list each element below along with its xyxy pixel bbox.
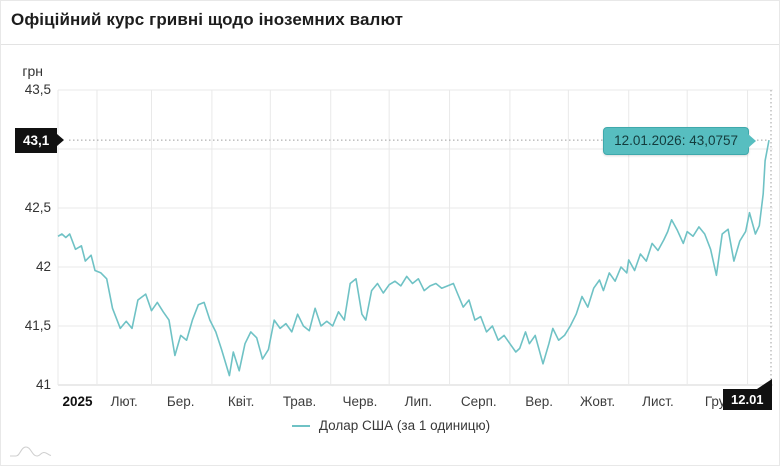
legend-label: Долар США (за 1 одиницю) — [318, 418, 491, 433]
usd-rate-line — [57, 139, 770, 377]
y-tick-label: 42,5 — [24, 199, 51, 215]
x-tick-label: Лист. — [642, 394, 674, 409]
cursor-date-badge-text: 12.01 — [731, 392, 764, 407]
legend-item-usd[interactable]: Долар США (за 1 одиницю) — [1, 418, 779, 433]
x-tick-label: Серп. — [460, 394, 497, 409]
cursor-value-pointer-icon — [57, 134, 65, 147]
y-axis-title: грн — [22, 63, 43, 79]
x-tick-label: Жовт. — [580, 394, 616, 409]
x-tick-label: Лип. — [404, 394, 433, 409]
y-tick-label: 41 — [35, 376, 51, 392]
legend-line-marker — [291, 424, 310, 427]
y-tick-label: 43,5 — [24, 81, 51, 97]
cursor-value-badge-text: 43,1 — [23, 132, 50, 148]
x-tick-label: Бер. — [166, 394, 195, 409]
x-tick-label: 2025 — [62, 394, 93, 409]
chart-tooltip: 12.01.2026: 43,0757 — [603, 127, 756, 156]
y-tick-label: 41,5 — [24, 317, 51, 333]
cursor-date-pointer-icon — [756, 379, 772, 389]
y-tick-label: 42 — [35, 258, 51, 274]
page-title: Офіційний курс гривні щодо іноземних вал… — [11, 10, 404, 29]
x-tick-label: Вер. — [525, 394, 554, 409]
cursor-value-badge: 43,1 — [15, 127, 65, 153]
cursor-date-badge: 12.01 — [723, 379, 772, 410]
x-tick-label: Гру. — [704, 394, 728, 409]
x-tick-label: Квіт. — [227, 394, 255, 409]
x-tick-label: Трав. — [282, 394, 317, 409]
x-tick-label: Черв. — [342, 394, 378, 409]
area-chart-icon — [10, 446, 52, 457]
x-tick-label: Лют. — [110, 394, 138, 409]
title-divider — [1, 44, 779, 45]
tooltip-pointer-icon — [748, 134, 756, 149]
chart-tooltip-text: 12.01.2026: 43,0757 — [614, 133, 738, 149]
